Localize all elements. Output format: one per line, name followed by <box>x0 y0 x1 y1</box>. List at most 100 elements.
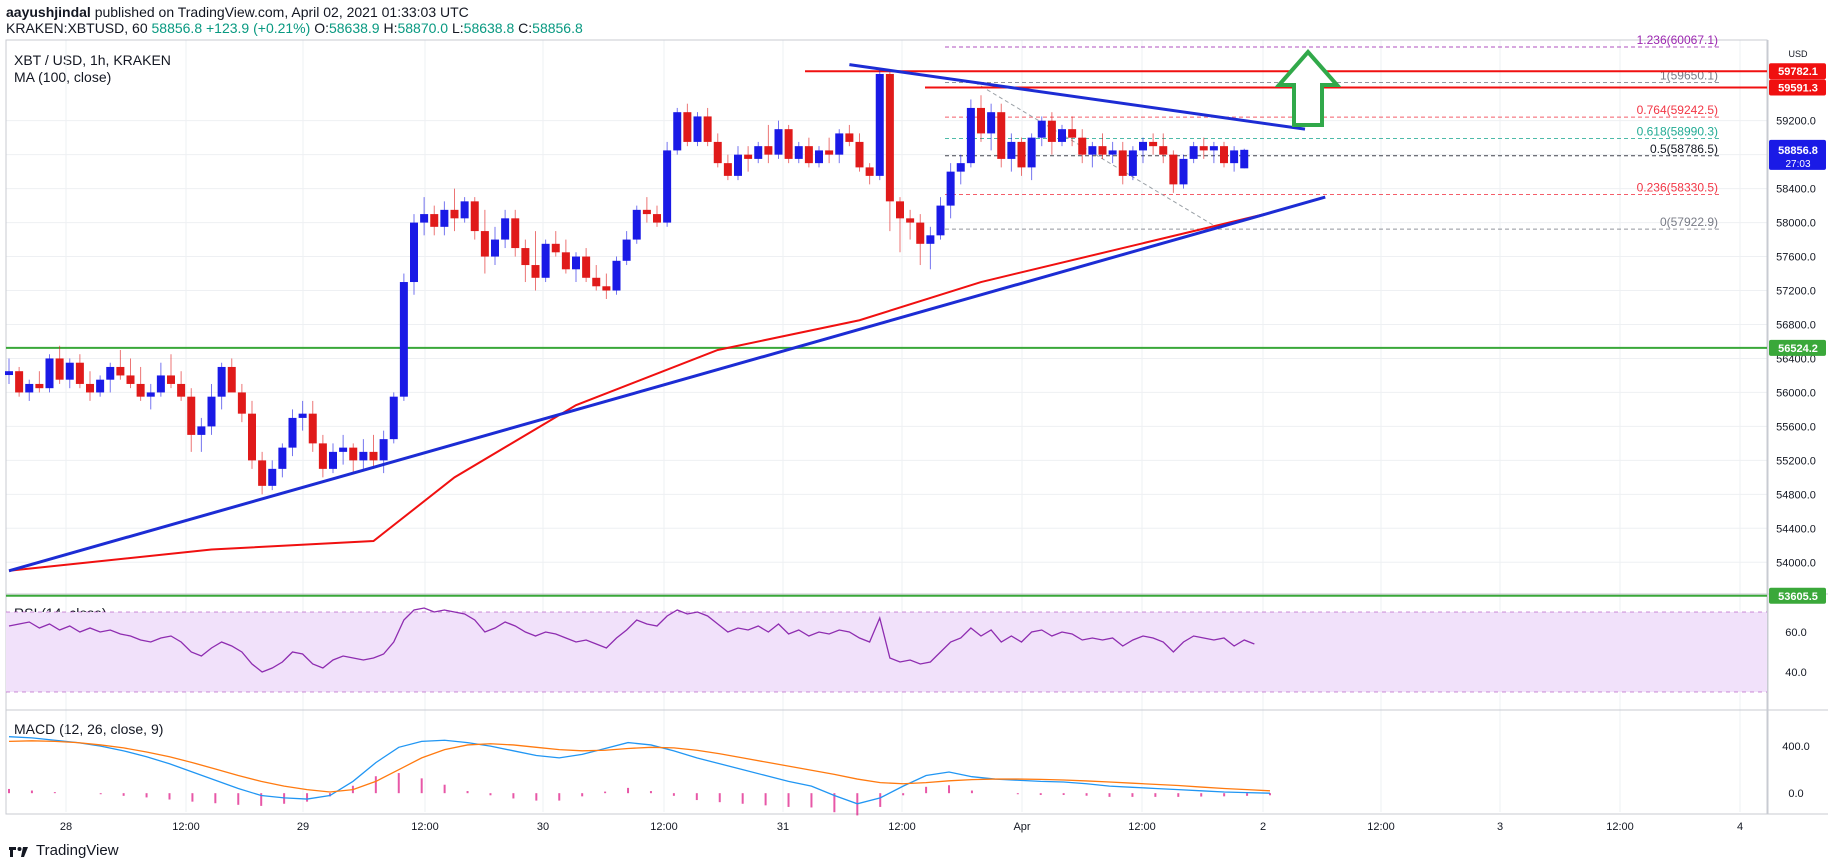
candle-body <box>1128 150 1137 176</box>
candle-body <box>25 383 34 393</box>
candle <box>713 133 722 168</box>
candle <box>977 95 985 142</box>
candle-body <box>278 447 287 469</box>
candle-body <box>349 447 358 461</box>
candle-body <box>116 366 125 376</box>
candle <box>673 107 682 155</box>
candle <box>167 354 175 389</box>
candle-body <box>65 362 74 380</box>
candle-body <box>612 260 621 291</box>
candle-body <box>1118 150 1127 176</box>
candle-body <box>946 171 955 206</box>
candle-body <box>268 468 277 486</box>
candle <box>1240 148 1249 169</box>
candle <box>926 226 935 270</box>
candle-body <box>430 214 439 227</box>
rsi-tick-label: 40.0 <box>1785 667 1806 679</box>
candle <box>1230 146 1239 172</box>
fib-diagonal <box>974 82 1221 230</box>
candle <box>1108 141 1117 164</box>
unit-label: USD <box>1788 49 1808 59</box>
candle <box>359 439 368 469</box>
candle-body <box>1179 158 1188 185</box>
candle <box>217 362 226 410</box>
candle <box>865 163 874 185</box>
candle <box>278 443 287 478</box>
fib-label: 0(57922.9) <box>1660 215 1718 229</box>
candle <box>1007 133 1016 172</box>
price-tag-label: 59591.3 <box>1778 82 1818 94</box>
signal-line <box>8 740 1271 793</box>
candle-body <box>1209 146 1218 151</box>
candle-body <box>440 209 449 227</box>
candle-body <box>501 218 510 240</box>
candle-body <box>258 460 267 486</box>
candle-body <box>1007 141 1016 159</box>
candle <box>572 252 580 283</box>
candle <box>703 107 712 147</box>
candle <box>1058 124 1066 147</box>
close-value: 58856.8 <box>532 20 583 36</box>
candle <box>582 248 591 283</box>
candle <box>663 141 672 227</box>
candle-body <box>1068 129 1077 138</box>
candle-body <box>592 277 601 287</box>
candle-body <box>875 73 884 176</box>
published-note: published on TradingView.com, April 02, … <box>94 4 469 20</box>
open-value: 58638.9 <box>328 20 380 36</box>
footer-brand[interactable]: TradingView <box>8 842 119 859</box>
candle-body <box>744 154 753 159</box>
candle-body <box>703 116 712 142</box>
time-tick-label: 3 <box>1497 821 1503 833</box>
candle-body <box>804 146 813 164</box>
candle <box>825 137 834 164</box>
candle <box>815 146 823 168</box>
high-value: 58870.0 <box>397 20 449 36</box>
candle <box>1199 137 1208 159</box>
candle <box>845 124 854 147</box>
candle-body <box>410 222 418 283</box>
candle <box>744 146 753 172</box>
chart-header: aayushjindal published on TradingView.co… <box>6 4 583 36</box>
macd-tick-label: 0.0 <box>1788 788 1803 800</box>
candle-body <box>1017 141 1026 168</box>
candle <box>258 451 267 495</box>
candle <box>642 197 651 223</box>
candle <box>35 371 44 393</box>
candle-body <box>1098 146 1107 155</box>
candle <box>25 379 34 401</box>
candle <box>1128 146 1137 181</box>
macd-tick-label: 400.0 <box>1782 741 1810 753</box>
candle-body <box>187 396 196 435</box>
candle-body <box>784 129 793 159</box>
candle-body <box>460 201 469 219</box>
ma-legend: MA (100, close) <box>14 69 112 85</box>
candle-body <box>561 252 570 270</box>
price-tick-label: 56000.0 <box>1776 387 1816 399</box>
candle-body <box>673 112 682 151</box>
candle-body <box>541 243 550 278</box>
candle <box>764 124 773 164</box>
open-label: O: <box>314 20 329 36</box>
price-tag <box>1769 339 1826 356</box>
candle-body <box>1240 149 1249 169</box>
candle-body <box>865 167 874 176</box>
time-tick-label: Apr <box>1013 821 1030 833</box>
candle-body <box>146 392 155 397</box>
series-title: XBT / USD, 1h, KRAKEN <box>14 52 171 68</box>
close-label: C: <box>518 20 533 36</box>
candle <box>1068 116 1077 147</box>
candle-body <box>835 133 844 155</box>
candle <box>683 103 692 147</box>
candle-body <box>389 396 398 440</box>
candle-body <box>339 447 348 452</box>
fib-label: 0.236(58330.5) <box>1637 181 1718 195</box>
last-price: 58856.8 <box>151 20 203 36</box>
price-tag-label: 58856.8 <box>1778 145 1818 157</box>
trendline-resistance <box>849 63 1306 131</box>
price-tick-label: 57600.0 <box>1776 252 1816 264</box>
candle <box>784 124 793 164</box>
candle-body <box>217 366 226 397</box>
candle <box>410 214 418 295</box>
